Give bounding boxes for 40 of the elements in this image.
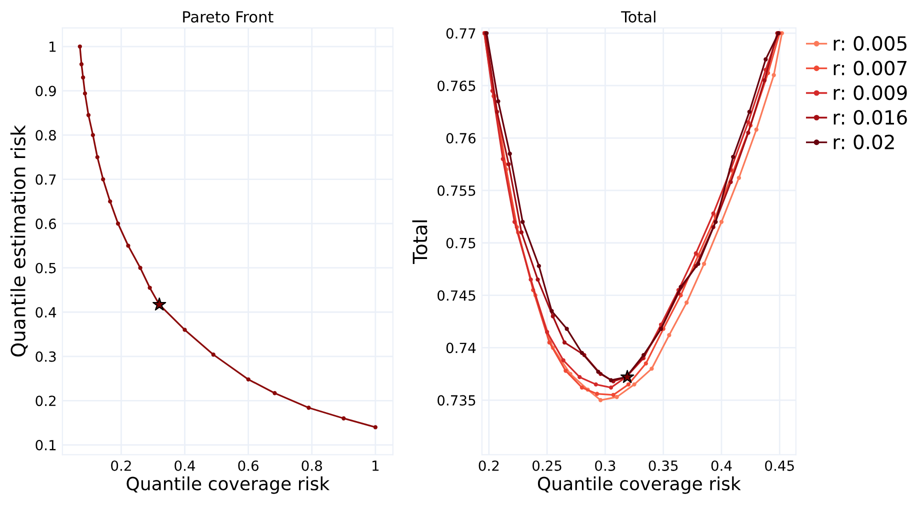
x-tick-label: 0.2 [478,460,499,471]
legend-label: r: 0.007 [834,60,906,76]
x-tick-label: 0.25 [532,460,562,471]
x-tick-label: 0.2 [111,460,131,471]
y-tick-label: 0.3 [36,351,56,362]
x-tick-label: 0.3 [595,460,616,471]
y-tick-label: 0.755 [438,185,476,196]
legend-label: r: 0.02 [834,134,894,150]
y-tick-label: 0.1 [36,440,56,450]
x-tick-label: 0.45 [765,460,794,471]
chart-title: Total [621,10,656,23]
y-tick-label: 0.9 [36,86,56,96]
y-tick-label: 0.765 [438,80,476,92]
y-tick-label: 0.8 [36,130,56,141]
legend-label: r: 0.009 [834,85,907,100]
legend-label: r: 0.016 [834,110,907,125]
y-tick-label: 0.735 [438,395,476,406]
x-tick-label: 0.4 [711,460,732,471]
legend-label: r: 0.005 [834,36,906,51]
x-tick-label: 0.35 [648,460,678,471]
x-tick-label: 0.6 [238,460,258,471]
y-tick-label: 0.75 [446,238,476,248]
x-axis-title: Quantile coverage risk [126,476,330,494]
y-tick-label: 0.7 [36,174,56,185]
x-tick-label: 1 [372,460,379,471]
y-tick-label: 0.74 [446,342,476,354]
y-tick-label: 0.745 [438,290,476,301]
y-tick-label: 0.2 [36,396,56,406]
y-tick-label: 0.6 [36,218,56,230]
y-tick-label: 0.5 [36,262,56,274]
y-tick-label: 1 [50,42,56,52]
y-tick-label: 0.76 [446,132,476,144]
chart-title: Pareto Front [183,11,274,23]
x-tick-label: 0.4 [174,460,196,471]
x-tick-label: 0.8 [302,460,322,471]
y-tick-label: 0.77 [446,28,476,39]
y-tick-label: 0.4 [36,307,56,318]
y-axis-title: Total [412,220,428,264]
x-axis-title: Quantile coverage risk [538,476,741,494]
y-axis-title: Quantile estimation risk [10,125,28,357]
